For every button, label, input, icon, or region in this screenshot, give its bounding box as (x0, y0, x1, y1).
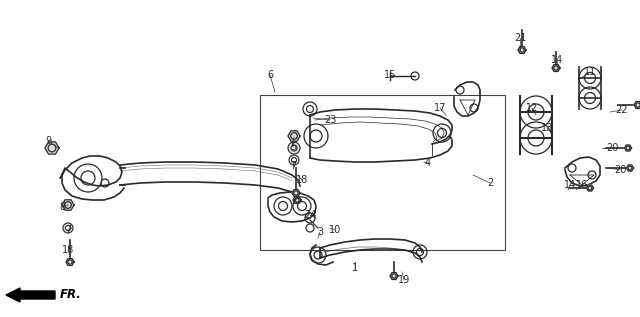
Text: 20: 20 (606, 143, 618, 153)
Polygon shape (390, 273, 398, 280)
Text: 7: 7 (65, 225, 71, 235)
Circle shape (289, 155, 299, 165)
Polygon shape (552, 65, 560, 71)
Text: FR.: FR. (60, 288, 82, 301)
Text: 14: 14 (564, 180, 576, 190)
Polygon shape (518, 47, 526, 54)
FancyArrow shape (6, 288, 55, 302)
Text: 2: 2 (487, 178, 493, 188)
Text: 22: 22 (616, 105, 628, 115)
Polygon shape (586, 185, 593, 191)
Text: 19: 19 (398, 275, 410, 285)
Polygon shape (625, 145, 632, 151)
Polygon shape (62, 200, 74, 210)
Text: 12: 12 (526, 103, 538, 113)
Text: 21: 21 (514, 33, 526, 43)
Circle shape (291, 158, 296, 163)
Text: 24: 24 (304, 210, 316, 220)
Text: 3: 3 (317, 227, 323, 237)
Text: 10: 10 (329, 225, 341, 235)
Text: 16: 16 (576, 180, 588, 190)
Text: 17: 17 (434, 103, 446, 113)
Text: 1: 1 (352, 263, 358, 273)
Text: 13: 13 (541, 123, 553, 133)
Polygon shape (634, 101, 640, 108)
Text: 8: 8 (59, 202, 65, 212)
Text: 11: 11 (584, 67, 596, 77)
Text: 18: 18 (62, 245, 74, 255)
Polygon shape (292, 190, 300, 197)
Text: 20: 20 (614, 165, 626, 175)
Polygon shape (288, 131, 300, 141)
Circle shape (291, 145, 297, 151)
Text: 9: 9 (45, 136, 51, 146)
Text: 7: 7 (290, 161, 296, 171)
Polygon shape (45, 142, 59, 154)
Polygon shape (627, 165, 634, 171)
Polygon shape (66, 259, 74, 265)
Text: 5: 5 (290, 142, 296, 152)
Text: 23: 23 (324, 115, 336, 125)
Circle shape (63, 223, 73, 233)
Text: 15: 15 (384, 70, 396, 80)
Polygon shape (293, 197, 301, 204)
Text: 4: 4 (425, 158, 431, 168)
Bar (260, 95, 505, 250)
Text: 18: 18 (296, 175, 308, 185)
Text: 14: 14 (551, 55, 563, 65)
Circle shape (288, 142, 300, 154)
Circle shape (65, 225, 70, 230)
Text: 6: 6 (267, 70, 273, 80)
